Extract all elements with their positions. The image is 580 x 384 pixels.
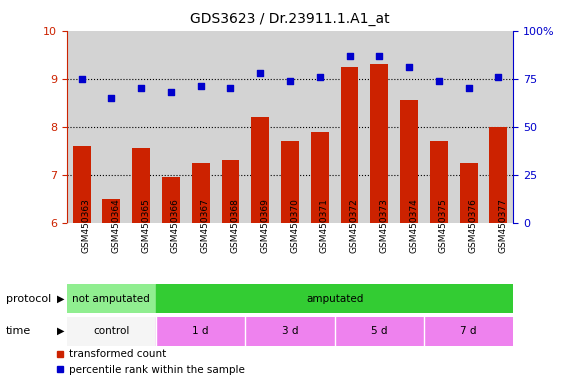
Point: [226, 85, 235, 91]
Bar: [67, 317, 156, 346]
Point: [375, 53, 384, 59]
Text: GSM450377: GSM450377: [498, 198, 508, 253]
Text: ▶: ▶: [57, 293, 64, 304]
Text: GSM450371: GSM450371: [320, 198, 329, 253]
Text: protocol: protocol: [6, 293, 51, 304]
Text: 1 d: 1 d: [193, 326, 209, 336]
Bar: [162, 177, 180, 223]
Bar: [371, 64, 388, 223]
Text: not amputated: not amputated: [72, 293, 150, 304]
Text: GSM450368: GSM450368: [230, 198, 240, 253]
Bar: [400, 100, 418, 223]
Text: GSM450372: GSM450372: [350, 198, 358, 253]
Text: GSM450366: GSM450366: [171, 198, 180, 253]
Text: ▶: ▶: [57, 326, 64, 336]
Bar: [460, 163, 477, 223]
Legend: transformed count, percentile rank within the sample: transformed count, percentile rank withi…: [52, 345, 249, 379]
Text: GSM450369: GSM450369: [260, 198, 269, 253]
Point: [345, 53, 354, 59]
Bar: [281, 141, 299, 223]
Text: GSM450364: GSM450364: [111, 198, 121, 253]
Text: GDS3623 / Dr.23911.1.A1_at: GDS3623 / Dr.23911.1.A1_at: [190, 12, 390, 25]
Bar: [67, 284, 156, 313]
Bar: [490, 127, 508, 223]
Bar: [132, 148, 150, 223]
Bar: [430, 141, 448, 223]
Text: 5 d: 5 d: [371, 326, 387, 336]
Point: [494, 74, 503, 80]
Bar: [156, 284, 513, 313]
Point: [285, 78, 295, 84]
Point: [166, 89, 176, 95]
Text: GSM450367: GSM450367: [201, 198, 210, 253]
Text: GSM450376: GSM450376: [469, 198, 478, 253]
Bar: [335, 317, 424, 346]
Text: GSM450363: GSM450363: [82, 198, 90, 253]
Bar: [424, 317, 513, 346]
Text: GSM450374: GSM450374: [409, 198, 418, 253]
Text: 3 d: 3 d: [282, 326, 298, 336]
Bar: [156, 317, 245, 346]
Point: [434, 78, 444, 84]
Bar: [72, 146, 90, 223]
Text: control: control: [93, 326, 129, 336]
Point: [107, 95, 116, 101]
Text: amputated: amputated: [306, 293, 363, 304]
Bar: [251, 117, 269, 223]
Text: GSM450373: GSM450373: [379, 198, 389, 253]
Point: [464, 85, 473, 91]
Text: GSM450375: GSM450375: [439, 198, 448, 253]
Text: GSM450365: GSM450365: [141, 198, 150, 253]
Point: [404, 64, 414, 70]
Text: 7 d: 7 d: [461, 326, 477, 336]
Bar: [311, 131, 329, 223]
Point: [315, 74, 324, 80]
Point: [136, 85, 146, 91]
Point: [196, 83, 205, 89]
Bar: [340, 67, 358, 223]
Point: [77, 76, 86, 82]
Bar: [245, 317, 335, 346]
Bar: [192, 163, 209, 223]
Text: time: time: [6, 326, 31, 336]
Text: GSM450370: GSM450370: [290, 198, 299, 253]
Bar: [103, 199, 120, 223]
Bar: [222, 161, 240, 223]
Point: [256, 70, 265, 76]
